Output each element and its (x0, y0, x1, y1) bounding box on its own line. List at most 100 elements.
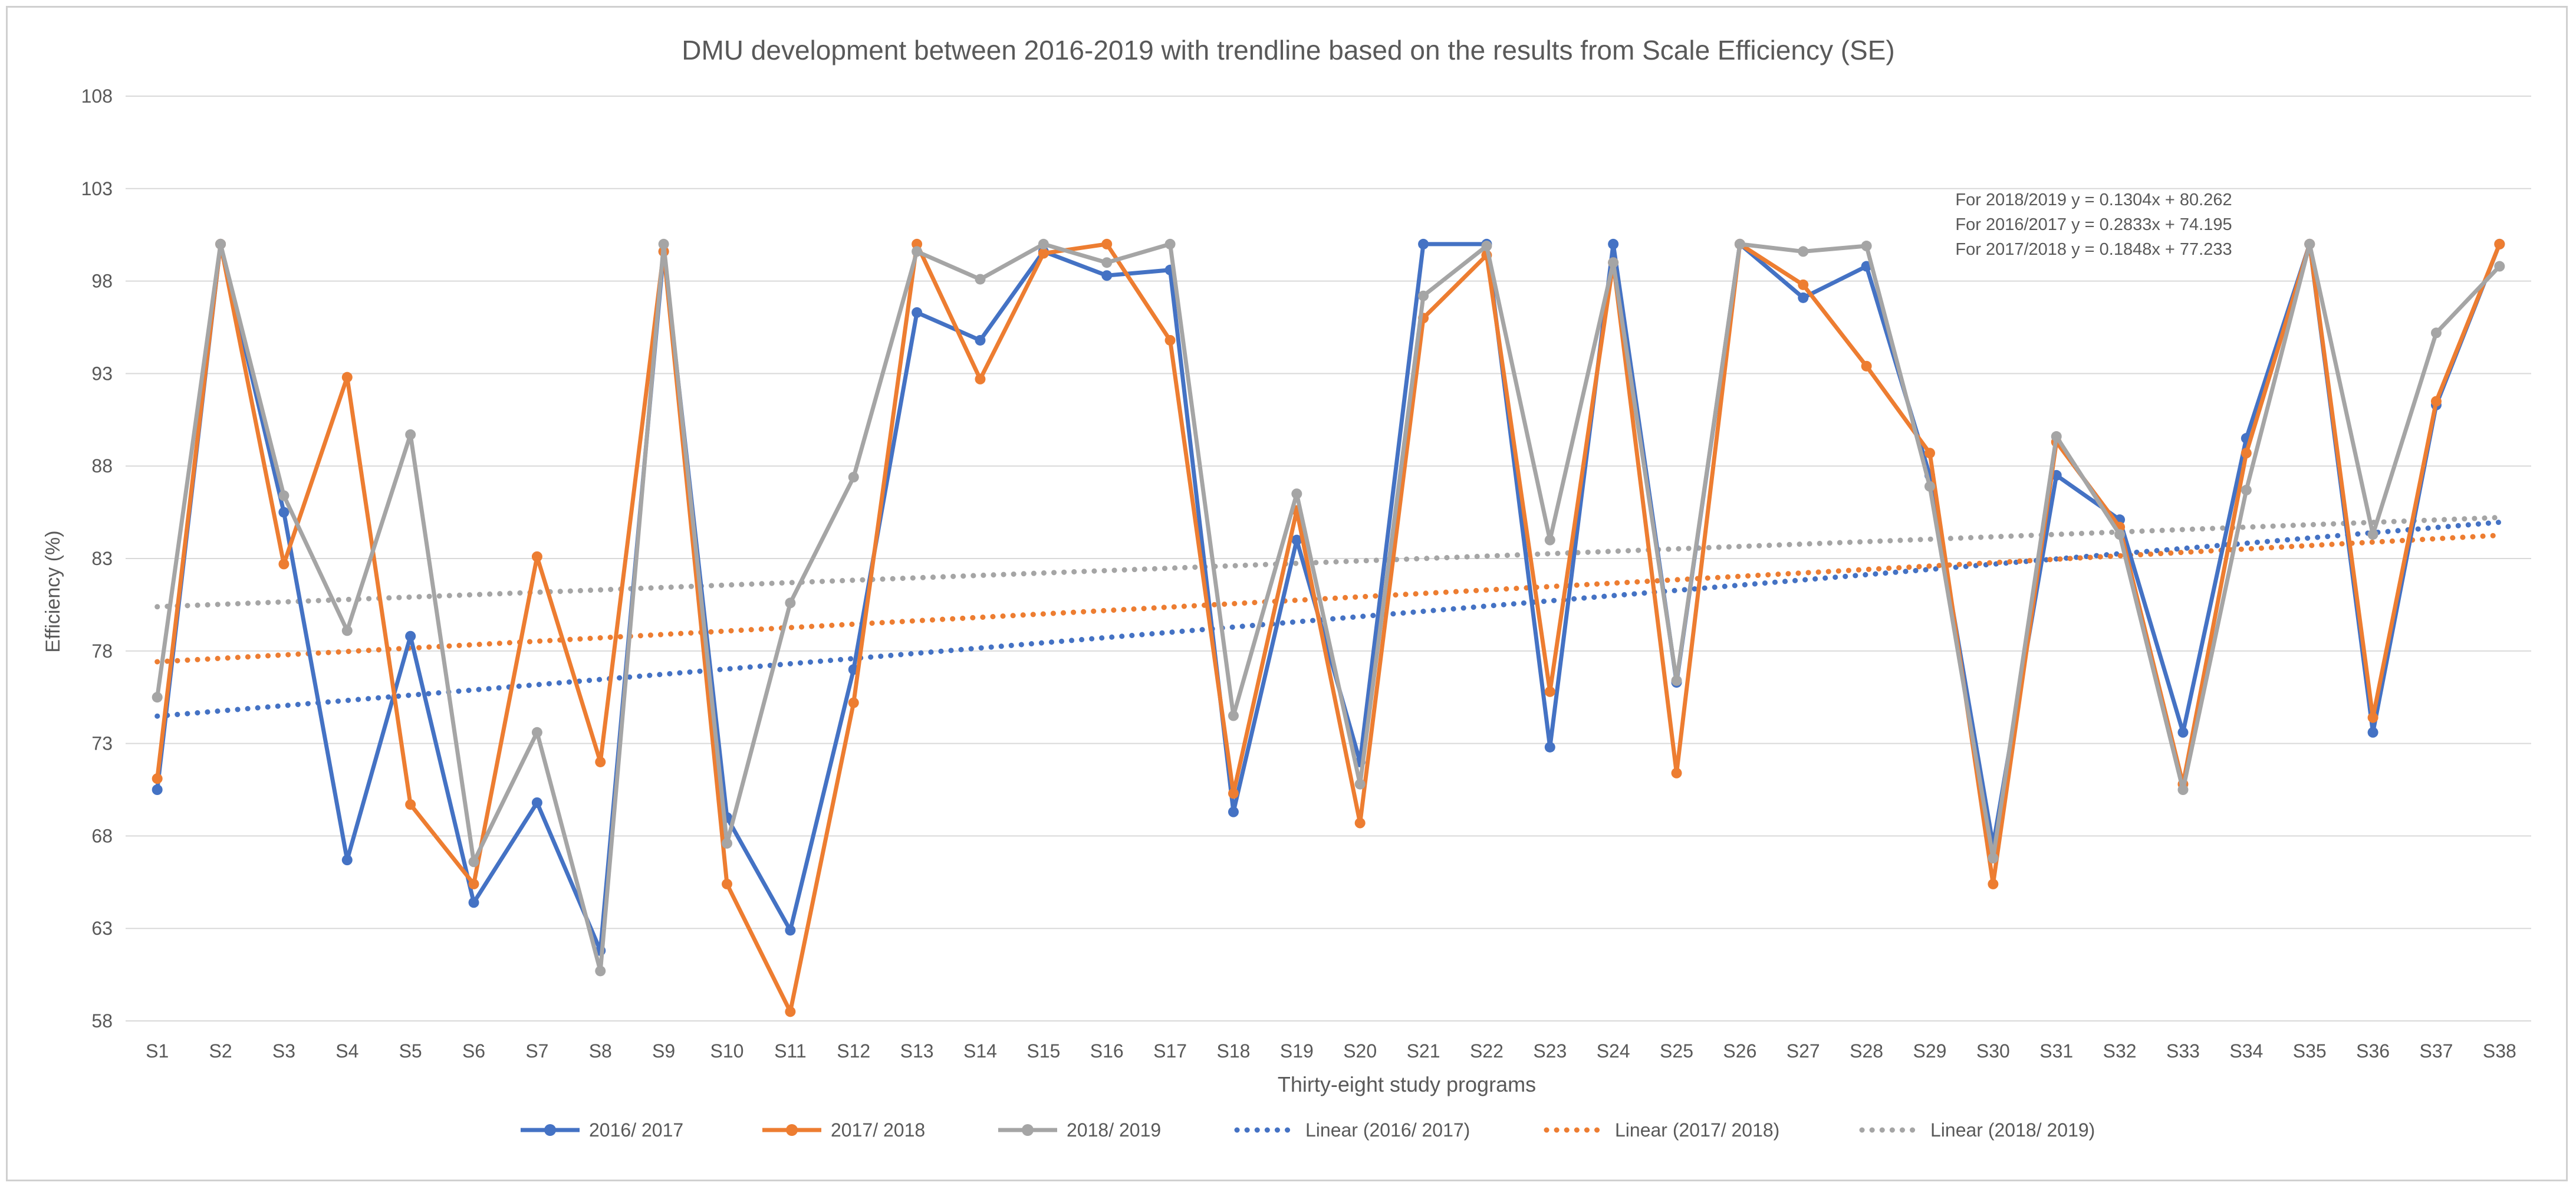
data-point (2494, 238, 2505, 249)
y-tick-label: 98 (91, 271, 113, 292)
data-point (2114, 529, 2126, 540)
x-tick-label: S4 (335, 1040, 358, 1062)
x-tick-label: S7 (525, 1040, 548, 1062)
data-point (405, 630, 416, 642)
y-tick-label: 78 (91, 641, 113, 662)
data-point (405, 799, 416, 810)
x-tick-label: S8 (589, 1040, 612, 1062)
data-point (1671, 675, 1682, 686)
data-point (1291, 534, 1302, 546)
x-axis-label: Thirty-eight study programs (1278, 1072, 1536, 1096)
trendline-linear-2018-2019 (154, 514, 2502, 610)
y-tick-label: 63 (91, 918, 113, 939)
x-tick-label: S36 (2356, 1040, 2390, 1062)
data-point (1861, 241, 1872, 252)
data-point (1544, 741, 1555, 753)
data-point (1291, 488, 1302, 500)
data-point (405, 429, 416, 440)
x-tick-label: S13 (900, 1040, 934, 1062)
data-point (2241, 484, 2252, 495)
data-point (531, 797, 542, 808)
x-tick-label: S15 (1027, 1040, 1060, 1062)
legend-item-linear-2017-2018: Linear (2017/ 2018) (1544, 1119, 1779, 1141)
data-point (278, 490, 289, 501)
x-tick-label: S6 (462, 1040, 485, 1062)
data-point (468, 897, 479, 908)
data-point (341, 625, 353, 636)
x-tick-label: S38 (2483, 1040, 2516, 1062)
y-tick-label: 93 (91, 363, 113, 384)
data-point (2430, 327, 2442, 339)
data-point (468, 856, 479, 868)
data-point (1671, 767, 1682, 779)
x-tick-label: S12 (837, 1040, 870, 1062)
legend-marker (786, 1124, 798, 1136)
x-tick-label: S31 (2039, 1040, 2073, 1062)
data-point (152, 773, 163, 784)
x-tick-label: S25 (1660, 1040, 1693, 1062)
data-point (2304, 238, 2315, 249)
data-point (215, 238, 226, 249)
legend-label: 2016/ 2017 (589, 1119, 683, 1141)
x-tick-label: S14 (963, 1040, 997, 1062)
data-point (1861, 360, 1872, 372)
x-tick-label: S17 (1153, 1040, 1187, 1062)
data-point (1228, 788, 1239, 799)
x-tick-label: S19 (1280, 1040, 1314, 1062)
legend-item-linear-2018-2019: Linear (2018/ 2019) (1859, 1119, 2095, 1141)
x-tick-label: S11 (774, 1040, 807, 1062)
chart-frame: 58 63 68 73 78 83 88 93 98 103 108 S1 S2 S3 S4 S5 S6 S7 S… (6, 6, 2568, 1181)
x-tick-label: S3 (272, 1040, 295, 1062)
data-point (1608, 238, 1619, 249)
legend-marker (544, 1124, 556, 1136)
data-point (1354, 779, 1366, 790)
legend-item-2016-2017: 2016/ 2017 (521, 1119, 683, 1141)
data-point (2494, 261, 2505, 272)
x-tick-label: S29 (1913, 1040, 1947, 1062)
y-tick-label: 108 (81, 86, 113, 107)
data-point (1798, 292, 1809, 303)
data-point (1544, 534, 1555, 546)
data-point (975, 334, 986, 346)
x-tick-label: S10 (710, 1040, 744, 1062)
x-tick-label: S35 (2293, 1040, 2327, 1062)
data-point (1228, 710, 1239, 721)
data-point (531, 727, 542, 738)
data-point (1228, 806, 1239, 817)
data-point (1924, 448, 1935, 459)
data-point (2051, 431, 2062, 442)
x-tick-label: S26 (1723, 1040, 1756, 1062)
data-point (1354, 817, 1366, 829)
x-tick-label: S24 (1597, 1040, 1630, 1062)
y-tick-label: 68 (91, 825, 113, 846)
data-point (1988, 853, 1999, 864)
data-point (2430, 396, 2442, 407)
series-line (155, 242, 2502, 953)
data-point (785, 1006, 796, 1017)
data-point (1734, 238, 1745, 249)
x-tick-label: S2 (209, 1040, 232, 1062)
legend-label: Linear (2016/ 2017) (1305, 1119, 1470, 1141)
data-point (2177, 784, 2189, 795)
data-point (912, 238, 923, 249)
data-point (468, 878, 479, 889)
data-point (1164, 238, 1176, 249)
x-tick-label: S34 (2229, 1040, 2263, 1062)
legend-marker (1022, 1124, 1034, 1136)
data-series (152, 238, 2505, 1017)
data-point (1418, 238, 1429, 249)
data-point (341, 855, 353, 866)
trend-equation-2017-2018: For 2017/2018 y = 0.1848x + 77.233 (1955, 240, 2232, 259)
data-point (975, 373, 986, 385)
data-point (2367, 712, 2378, 723)
x-tick-label: S18 (1216, 1040, 1250, 1062)
legend-label: Linear (2018/ 2019) (1930, 1119, 2095, 1141)
data-point (1418, 290, 1429, 301)
trendline-linear-2017-2018 (154, 533, 2502, 665)
legend-item-2017-2018: 2017/ 2018 (762, 1119, 925, 1141)
data-point (1101, 238, 1113, 249)
data-point (1988, 878, 1999, 889)
data-point (722, 878, 732, 889)
y-axis-label: Efficiency (%) (42, 530, 64, 652)
